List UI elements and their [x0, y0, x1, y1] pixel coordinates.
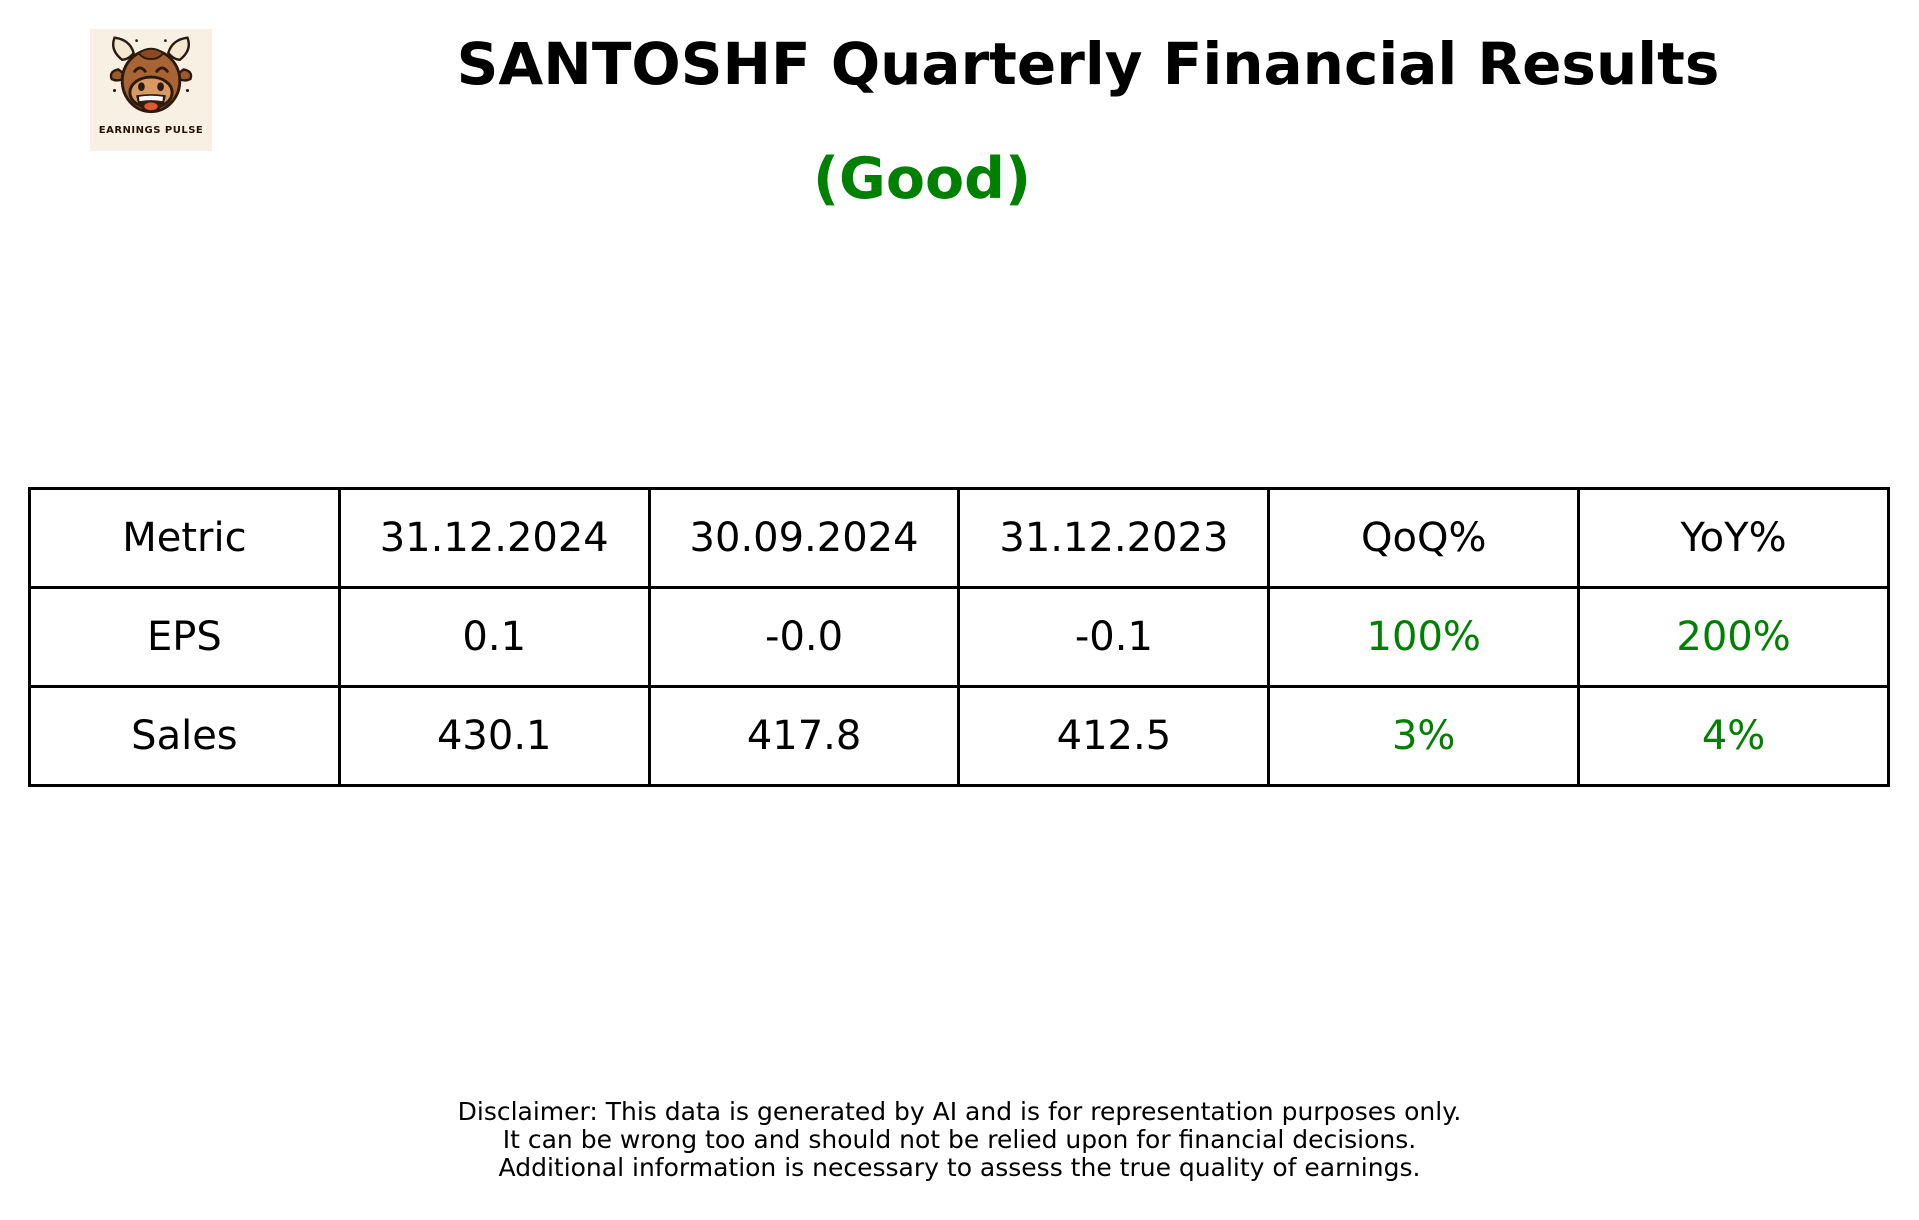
eps-value-yearago: -0.1 [957, 586, 1271, 688]
earnings-pulse-logo: EARNINGS PULSE [90, 29, 212, 151]
page-title: SANTOSHF Quarterly Financial Results [456, 30, 1720, 98]
disclaimer-line-1: Disclaimer: This data is generated by AI… [457, 1097, 1462, 1126]
eps-yoy-percent: 200% [1577, 586, 1890, 688]
column-header-qoq: QoQ% [1267, 487, 1581, 589]
table-row-sales: Sales 430.1 417.8 412.5 3% 4% [28, 685, 1890, 787]
eps-value-previous: -0.0 [647, 586, 961, 688]
eps-qoq-percent: 100% [1267, 586, 1581, 688]
verdict-badge: (Good) [812, 146, 1032, 212]
column-header-yoy: YoY% [1577, 487, 1890, 589]
sales-qoq-percent: 3% [1267, 685, 1581, 787]
disclaimer: Disclaimer: This data is generated by AI… [0, 1098, 1919, 1182]
sales-value-current: 430.1 [337, 685, 651, 787]
logo-brand-text: EARNINGS PULSE [98, 125, 204, 136]
column-header-q-previous: 30.09.2024 [647, 487, 961, 589]
sales-value-previous: 417.8 [647, 685, 961, 787]
sales-yoy-percent: 4% [1577, 685, 1890, 787]
financial-results-table: Metric 31.12.2024 30.09.2024 31.12.2023 … [28, 487, 1890, 787]
column-header-q-yearago: 31.12.2023 [957, 487, 1271, 589]
column-header-metric: Metric [28, 487, 341, 589]
disclaimer-line-3: Additional information is necessary to a… [498, 1153, 1421, 1182]
bull-icon [109, 36, 193, 114]
sales-metric-label: Sales [28, 685, 341, 787]
table-header-row: Metric 31.12.2024 30.09.2024 31.12.2023 … [28, 487, 1890, 589]
eps-value-current: 0.1 [337, 586, 651, 688]
column-header-q-current: 31.12.2024 [337, 487, 651, 589]
disclaimer-line-2: It can be wrong too and should not be re… [502, 1125, 1417, 1154]
table-row-eps: EPS 0.1 -0.0 -0.1 100% 200% [28, 586, 1890, 688]
eps-metric-label: EPS [28, 586, 341, 688]
sales-value-yearago: 412.5 [957, 685, 1271, 787]
